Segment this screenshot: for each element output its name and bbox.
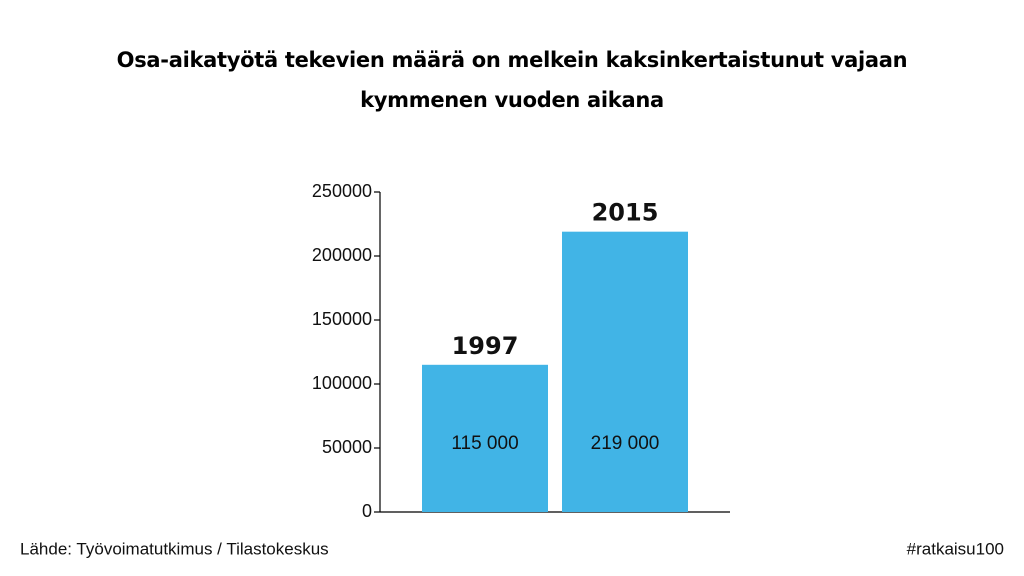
y-tick-label: 50000 — [322, 437, 372, 457]
y-tick-label: 250000 — [312, 181, 372, 201]
bar — [422, 364, 548, 512]
source: Lähde: Työvoimatutkimus / Tilastokeskus — [20, 539, 329, 558]
value-label: 115 000 — [451, 433, 518, 454]
value-label: 219 000 — [591, 433, 660, 454]
y-tick-label: 150000 — [312, 309, 372, 329]
category-label: 2015 — [592, 199, 659, 227]
bar — [562, 231, 688, 512]
category-label: 1997 — [452, 332, 519, 360]
y-tick-label: 0 — [362, 501, 372, 521]
y-tick-label: 200000 — [312, 245, 372, 265]
chart-title: Osa-aikatyötä tekevien määrä on melkein … — [116, 48, 908, 112]
hashtag: #ratkaisu100 — [907, 539, 1004, 558]
y-tick-label: 100000 — [312, 373, 372, 393]
